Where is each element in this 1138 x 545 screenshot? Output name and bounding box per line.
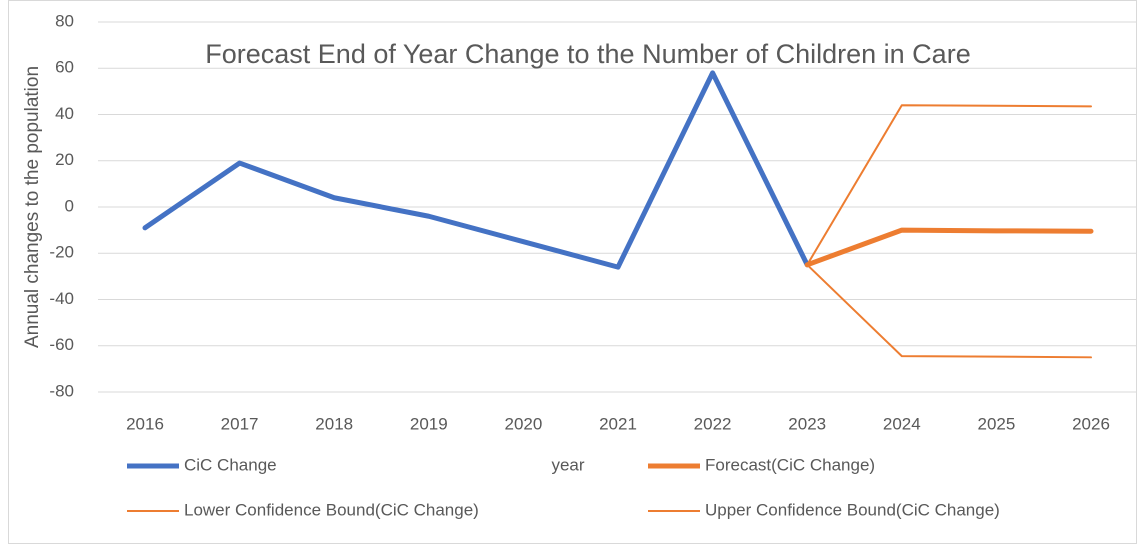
y-axis-title: Annual changes to the population <box>22 66 43 348</box>
x-tick-label: 2026 <box>1072 414 1110 433</box>
series-line <box>806 104 1092 266</box>
x-tick-label: 2020 <box>504 414 542 433</box>
legend-label: CiC Change <box>184 455 277 474</box>
legend-label: Forecast(CiC Change) <box>705 455 875 474</box>
legend-label: Upper Confidence Bound(CiC Change) <box>705 500 1000 519</box>
y-tick-label: 40 <box>55 104 74 123</box>
y-tick-label: -20 <box>49 243 74 262</box>
y-tick-label: -60 <box>49 335 74 354</box>
x-tick-label: 2017 <box>221 414 259 433</box>
y-tick-label: -80 <box>49 381 74 400</box>
x-tick-label: 2016 <box>126 414 164 433</box>
x-tick-label: 2024 <box>883 414 921 433</box>
x-tick-label: 2022 <box>694 414 732 433</box>
series-line <box>806 263 1092 359</box>
y-tick-label: 60 <box>55 58 74 77</box>
legend-label: Lower Confidence Bound(CiC Change) <box>184 500 479 519</box>
x-axis-title: year <box>551 455 584 474</box>
y-tick-label: -40 <box>49 289 74 308</box>
y-tick-label: 0 <box>65 196 74 215</box>
chart-border <box>8 0 1137 544</box>
x-tick-label: 2019 <box>410 414 448 433</box>
chart-title: Forecast End of Year Change to the Numbe… <box>205 39 971 69</box>
x-tick-label: 2023 <box>788 414 826 433</box>
x-tick-label: 2021 <box>599 414 637 433</box>
x-tick-label: 2025 <box>977 414 1015 433</box>
y-tick-label: 20 <box>55 150 74 169</box>
x-tick-label: 2018 <box>315 414 353 433</box>
series-line <box>142 70 810 270</box>
series-line <box>804 227 1094 268</box>
y-tick-label: 80 <box>55 11 74 30</box>
